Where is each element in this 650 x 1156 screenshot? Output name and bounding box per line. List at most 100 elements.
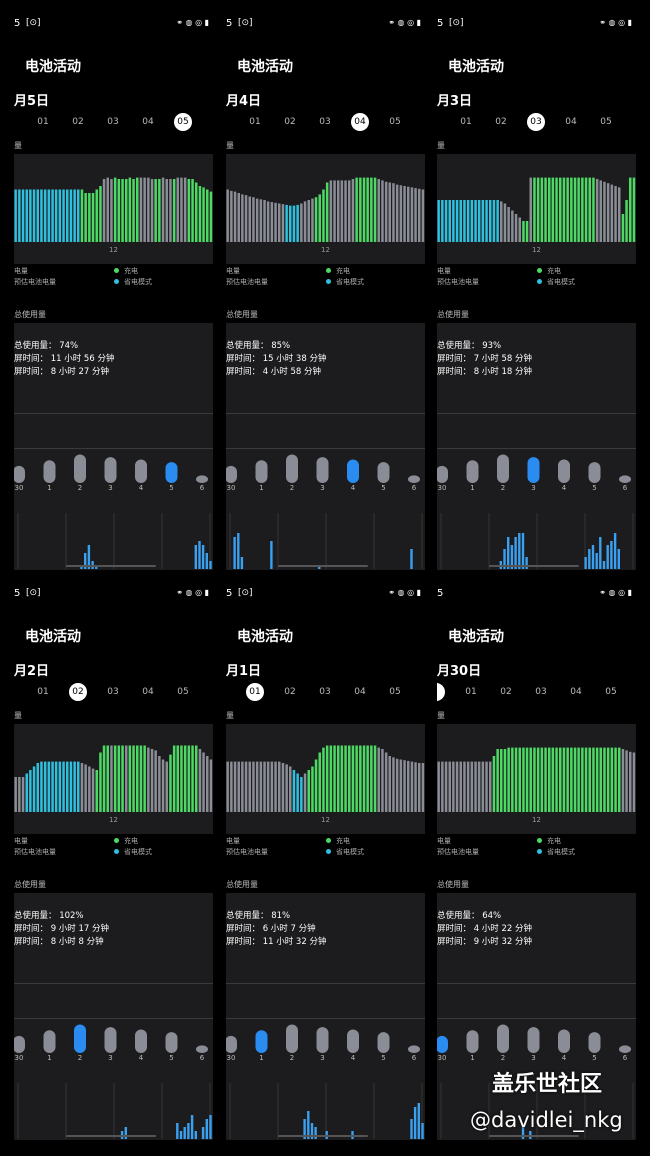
battery-bar	[337, 180, 340, 242]
battery-bar	[421, 189, 425, 242]
scroll-indicator	[489, 1135, 579, 1137]
day-tab[interactable]: 02	[72, 117, 84, 127]
weekly-day-label: 30	[437, 1054, 447, 1062]
battery-bar	[244, 195, 248, 242]
day-tab[interactable]: 05	[174, 113, 192, 131]
day-tab[interactable]: 05	[389, 687, 401, 697]
screen-on-time: 屏时间： 6 小时 7 分钟	[226, 924, 316, 934]
usage-total: 总使用量： 64%	[437, 911, 502, 921]
battery-bar	[88, 193, 91, 242]
battery-bar	[621, 214, 625, 242]
legend-charging: 充电	[547, 267, 561, 275]
day-tab[interactable]: 01	[460, 117, 472, 127]
usage-header: 总使用量	[226, 880, 258, 889]
battery-bar	[132, 179, 135, 242]
day-tab[interactable]: 02	[500, 687, 512, 697]
day-tab[interactable]: 01	[37, 687, 49, 697]
grid-line	[437, 983, 636, 984]
grid-line	[226, 413, 425, 414]
day-tab[interactable]: 03	[527, 113, 545, 131]
battery-bar	[106, 177, 109, 242]
weekly-bar	[43, 460, 56, 483]
hourly-usage-svg	[440, 513, 634, 569]
day-tab[interactable]: 01	[37, 117, 49, 127]
usage-header: 总使用量	[14, 310, 46, 319]
battery-level-chart: 12	[226, 154, 425, 264]
page-title: 电池活动	[25, 629, 81, 645]
weekly-bar	[255, 460, 268, 483]
day-tab[interactable]: 02	[495, 117, 507, 127]
battery-bar	[128, 745, 132, 812]
battery-bar	[248, 196, 251, 242]
day-tab[interactable]	[437, 683, 445, 701]
hourly-bar	[183, 1127, 186, 1139]
day-tab[interactable]: 01	[465, 687, 477, 697]
day-tab[interactable]: 01	[246, 683, 264, 701]
legend-predicted: 预估电池电量	[14, 848, 56, 856]
usage-total: 总使用量： 102%	[14, 911, 84, 921]
day-tab[interactable]: 05	[605, 687, 617, 697]
hourly-bar	[307, 1111, 310, 1139]
battery-bar	[414, 188, 417, 242]
day-tab[interactable]: 05	[600, 117, 612, 127]
day-tab[interactable]: 05	[177, 687, 189, 697]
screen-off-time: 屏时间： 4 小时 58 分钟	[226, 367, 322, 377]
legend-charging-dot	[326, 838, 331, 843]
battery-bar	[444, 200, 448, 242]
battery-bar	[43, 761, 47, 812]
day-tab[interactable]: 01	[249, 117, 261, 127]
battery-bar	[618, 747, 621, 812]
battery-level-chart: 12	[226, 724, 425, 834]
legend-saver: 省电模式	[547, 278, 575, 286]
battery-bar	[381, 749, 384, 812]
day-tab[interactable]: 04	[354, 687, 366, 697]
battery-level-chart: 12	[14, 154, 213, 264]
battery-bar	[463, 761, 466, 812]
battery-bar	[285, 204, 288, 242]
battery-bar	[51, 761, 54, 812]
battery-bar	[54, 761, 58, 812]
legend-charging: 充电	[336, 267, 350, 275]
battery-level-label: 量	[226, 141, 234, 150]
battery-bar	[32, 189, 36, 242]
day-tab[interactable]: 03	[107, 687, 119, 697]
day-tab[interactable]: 03	[319, 687, 331, 697]
screen-record-icon: [⊙]	[26, 18, 41, 28]
battery-bar	[507, 207, 510, 242]
battery-bar	[355, 745, 358, 812]
battery-bar	[165, 179, 168, 242]
screen-off-time: 屏时间： 9 小时 32 分钟	[437, 937, 533, 947]
weekly-bar	[316, 1027, 329, 1053]
weekly-bar	[135, 1029, 147, 1053]
day-tab[interactable]: 04	[142, 117, 154, 127]
usage-header: 总使用量	[437, 310, 469, 319]
day-tab[interactable]: 02	[69, 683, 87, 701]
day-tab[interactable]: 03	[107, 117, 119, 127]
battery-bar	[395, 758, 399, 812]
weekly-bar	[74, 1024, 86, 1053]
day-tab[interactable]: 05	[389, 117, 401, 127]
hourly-bar	[205, 553, 208, 569]
day-tab[interactable]: 04	[351, 113, 369, 131]
battery-bar	[307, 770, 310, 812]
date-title: 月2日	[14, 664, 50, 679]
battery-bar	[84, 193, 87, 242]
battery-bar	[603, 181, 606, 242]
weekly-day-label: 6	[622, 1054, 628, 1062]
day-tab[interactable]: 03	[535, 687, 547, 697]
day-tab[interactable]: 04	[565, 117, 577, 127]
day-tab[interactable]: 04	[142, 687, 154, 697]
day-tab[interactable]: 02	[284, 687, 296, 697]
battery-bar	[143, 745, 146, 812]
battery-bar	[54, 189, 58, 242]
day-tab[interactable]: 03	[319, 117, 331, 127]
battery-bar	[307, 200, 310, 242]
day-tab[interactable]: 02	[284, 117, 296, 127]
day-tab[interactable]: 04	[570, 687, 582, 697]
battery-bar	[292, 205, 296, 242]
battery-bar	[69, 189, 73, 242]
hourly-bar	[176, 1123, 179, 1139]
battery-bar	[314, 759, 318, 812]
usage-total: 总使用量： 81%	[226, 911, 291, 921]
battery-bar	[158, 179, 161, 242]
